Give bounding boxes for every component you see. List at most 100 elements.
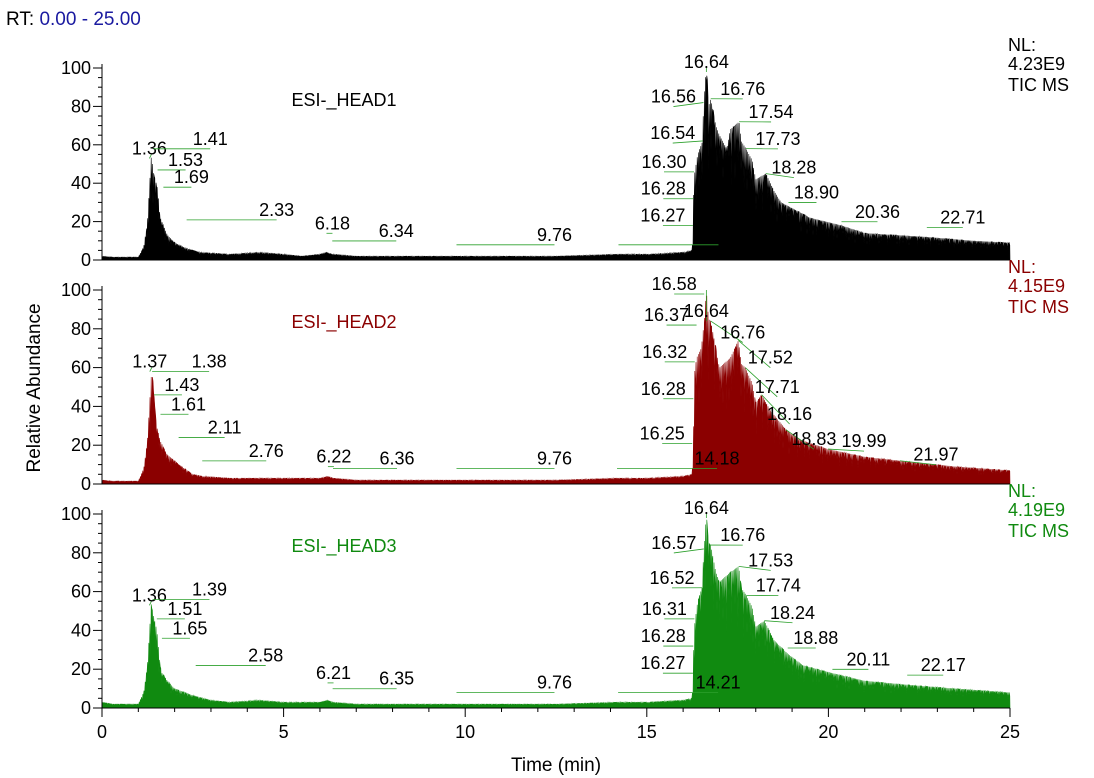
peak-label: 17.73 xyxy=(755,129,800,149)
peak-label: 19.99 xyxy=(842,431,887,451)
peak-label: 16.37 xyxy=(644,305,689,325)
y-tick-label: 60 xyxy=(71,358,91,378)
peak-leader xyxy=(828,448,865,452)
peak-label: 2.76 xyxy=(249,441,284,461)
peak-label: 1.69 xyxy=(174,167,209,187)
peak-label: 6.18 xyxy=(315,213,350,233)
scan-filter: TIC MS xyxy=(1008,521,1069,541)
peak-label: 16.31 xyxy=(642,599,687,619)
peak-label: 18.28 xyxy=(771,158,816,178)
peak-label: 16.64 xyxy=(684,52,729,72)
peak-label: 20.11 xyxy=(847,649,891,669)
peak-leader xyxy=(785,429,815,450)
peak-label: 1.39 xyxy=(192,579,227,599)
peak-label: 1.37 xyxy=(132,352,167,372)
y-tick-label: 40 xyxy=(71,396,91,416)
peak-label: 18.83 xyxy=(791,429,836,449)
peak-leader xyxy=(765,173,794,178)
peak-label: 1.36 xyxy=(132,585,167,605)
peak-label: 16.54 xyxy=(650,123,695,143)
panel-name: ESI-_HEAD3 xyxy=(291,536,396,557)
peak-leader xyxy=(761,394,790,425)
y-tick-label: 0 xyxy=(81,250,91,270)
peak-leader xyxy=(149,367,153,372)
peak-label: 16.76 xyxy=(720,79,765,99)
peak-label: 18.90 xyxy=(794,183,839,203)
peak-label: 1.43 xyxy=(164,375,199,395)
peak-label: 1.41 xyxy=(193,129,228,149)
peak-label: 18.24 xyxy=(770,603,815,623)
peak-label: 20.36 xyxy=(855,202,900,222)
peak-label: 9.76 xyxy=(537,449,572,469)
y-tick-label: 80 xyxy=(71,319,91,339)
rt-range-label: RT: 0.00 - 25.00 xyxy=(6,9,141,31)
trace-area-3 xyxy=(101,519,1011,709)
panel-name: ESI-_HEAD2 xyxy=(291,312,396,333)
peak-leader xyxy=(673,548,704,554)
peak-label: 16.25 xyxy=(640,423,685,443)
peak-label: 9.76 xyxy=(537,225,572,245)
y-tick-label: 100 xyxy=(61,280,91,300)
peak-label: 1.36 xyxy=(132,138,167,158)
trace-area-2 xyxy=(101,295,1011,485)
peak-leader xyxy=(744,367,778,398)
y-tick-label: 20 xyxy=(71,212,91,232)
peak-label: 18.16 xyxy=(767,404,812,424)
nl-value: 4.23E9 xyxy=(1008,54,1065,74)
peak-label: 1.38 xyxy=(192,352,227,372)
nl-label: NL: xyxy=(1008,257,1036,277)
nl-value: 4.19E9 xyxy=(1008,500,1065,520)
peak-leader xyxy=(149,154,152,159)
rt-range-value: 0.00 - 25.00 xyxy=(39,9,141,30)
peak-label: 1.51 xyxy=(167,599,202,619)
peak-label: 16.28 xyxy=(641,379,686,399)
peak-label: 14.18 xyxy=(694,449,739,469)
peak-label: 16.27 xyxy=(640,653,685,673)
x-tick-label: 20 xyxy=(818,722,838,742)
y-tick-label: 100 xyxy=(61,58,91,78)
peak-label: 16.30 xyxy=(641,152,686,172)
nl-label: NL: xyxy=(1008,481,1036,501)
peak-label: 17.54 xyxy=(749,102,794,122)
peak-label: 1.53 xyxy=(168,150,203,170)
y-tick-label: 100 xyxy=(61,504,91,524)
peak-leader xyxy=(710,320,743,343)
peak-leader xyxy=(738,565,771,571)
peak-label: 16.76 xyxy=(720,323,765,343)
peak-label: 21.97 xyxy=(913,445,958,465)
peak-label: 17.52 xyxy=(748,348,793,368)
peak-label: 16.57 xyxy=(651,533,696,553)
peak-label: 17.53 xyxy=(748,550,793,570)
peak-label: 16.56 xyxy=(651,87,696,107)
y-tick-label: 80 xyxy=(71,543,91,563)
peak-label: 17.74 xyxy=(756,576,801,596)
peak-label: 22.17 xyxy=(921,655,966,675)
y-tick-label: 40 xyxy=(71,173,91,193)
peak-label: 17.71 xyxy=(755,377,800,397)
x-tick-label: 10 xyxy=(455,722,475,742)
peak-leader xyxy=(672,140,703,144)
y-tick-label: 0 xyxy=(81,698,91,718)
scan-filter: TIC MS xyxy=(1008,297,1069,317)
peak-label: 16.76 xyxy=(720,525,765,545)
peak-label: 16.58 xyxy=(652,274,697,294)
peak-label: 14.21 xyxy=(696,673,741,693)
y-tick-label: 20 xyxy=(71,435,91,455)
y-tick-label: 40 xyxy=(71,620,91,640)
peak-leader xyxy=(899,460,936,466)
y-axis-title: Relative Abundance xyxy=(24,303,45,472)
nl-label: NL: xyxy=(1008,35,1036,55)
peak-label: 22.71 xyxy=(940,208,985,228)
x-tick-label: 15 xyxy=(637,722,657,742)
peak-label: 16.64 xyxy=(684,301,729,321)
y-tick-label: 0 xyxy=(81,474,91,494)
peak-label: 9.76 xyxy=(537,673,572,693)
peak-leader xyxy=(764,620,793,624)
y-tick-label: 60 xyxy=(71,135,91,155)
peak-label: 6.34 xyxy=(379,221,414,241)
peak-label: 16.28 xyxy=(641,179,686,199)
peak-label: 1.61 xyxy=(171,394,206,414)
peak-label: 6.36 xyxy=(379,449,414,469)
